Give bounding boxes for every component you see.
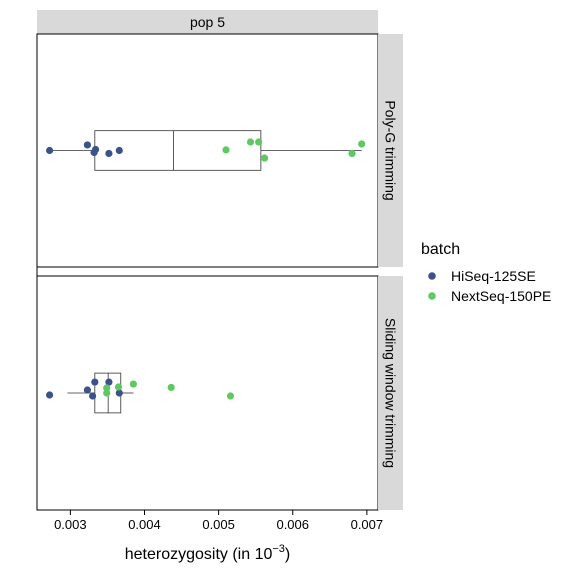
x-axis: 0.003 0.004 0.005 0.006 0.007 <box>36 34 384 532</box>
legend-label-hiseq: HiSeq-125SE <box>451 268 536 284</box>
data-point <box>46 391 54 399</box>
data-point <box>103 389 111 397</box>
data-point <box>115 146 123 155</box>
legend-swatch-hiseq <box>428 272 436 280</box>
panel-sliding-window-strip-bg <box>378 276 403 510</box>
x-tick-label: 0.007 <box>351 517 384 532</box>
x-axis-title: heterozygosity (in 10−3) <box>125 543 291 563</box>
data-point <box>222 146 230 154</box>
panel-sliding-window-strip-label: Sliding window trimming <box>383 318 399 468</box>
facet-strip-top-label: pop 5 <box>190 14 225 30</box>
panel-sliding-window-points <box>46 378 235 400</box>
data-point <box>115 389 123 397</box>
data-point <box>83 386 92 394</box>
legend-item-hiseq: HiSeq-125SE <box>428 268 536 284</box>
legend-item-nextseq: NextSeq-150PE <box>428 288 551 304</box>
panel-sliding-window <box>36 275 379 511</box>
x-tick-label: 0.006 <box>276 517 309 532</box>
data-point <box>105 149 113 158</box>
panel-poly-g <box>36 33 379 268</box>
data-point <box>246 138 255 146</box>
panel-poly-g-strip-bg <box>378 34 403 267</box>
data-point <box>114 383 123 391</box>
data-point <box>129 380 137 388</box>
x-tick-label: 0.005 <box>202 517 235 532</box>
data-point <box>88 392 97 400</box>
x-tick-label: 0.003 <box>54 517 87 532</box>
panel-poly-g-points <box>46 138 366 162</box>
panel-poly-g-strip-label: Poly-G trimming <box>383 100 399 200</box>
x-axis-title-exponent: −3 <box>272 543 285 555</box>
legend: batch HiSeq-125SE NextSeq-150PE <box>421 241 551 304</box>
data-point <box>358 140 366 148</box>
legend-title: batch <box>421 241 460 258</box>
legend-swatch-nextseq <box>428 292 436 300</box>
data-point <box>90 148 98 157</box>
x-axis-title-main: heterozygosity (in 10 <box>125 546 273 563</box>
facet-strip-top: pop 5 <box>37 10 378 34</box>
x-tick-label: 0.004 <box>128 517 161 532</box>
data-point <box>46 146 54 155</box>
legend-label-nextseq: NextSeq-150PE <box>451 288 551 304</box>
x-axis-title-close: ) <box>285 546 290 563</box>
data-point <box>260 154 269 162</box>
panel-poly-g-strip: Poly-G trimming <box>378 34 403 267</box>
data-point <box>348 149 356 158</box>
facet-strip-top-bg <box>37 10 378 34</box>
data-point <box>167 383 175 392</box>
data-point <box>226 392 235 400</box>
data-point <box>255 138 263 146</box>
panel-sliding-window-strip: Sliding window trimming <box>378 276 403 510</box>
data-point <box>83 141 92 149</box>
data-point <box>105 378 113 386</box>
data-point <box>91 378 99 386</box>
data-point <box>103 384 111 392</box>
